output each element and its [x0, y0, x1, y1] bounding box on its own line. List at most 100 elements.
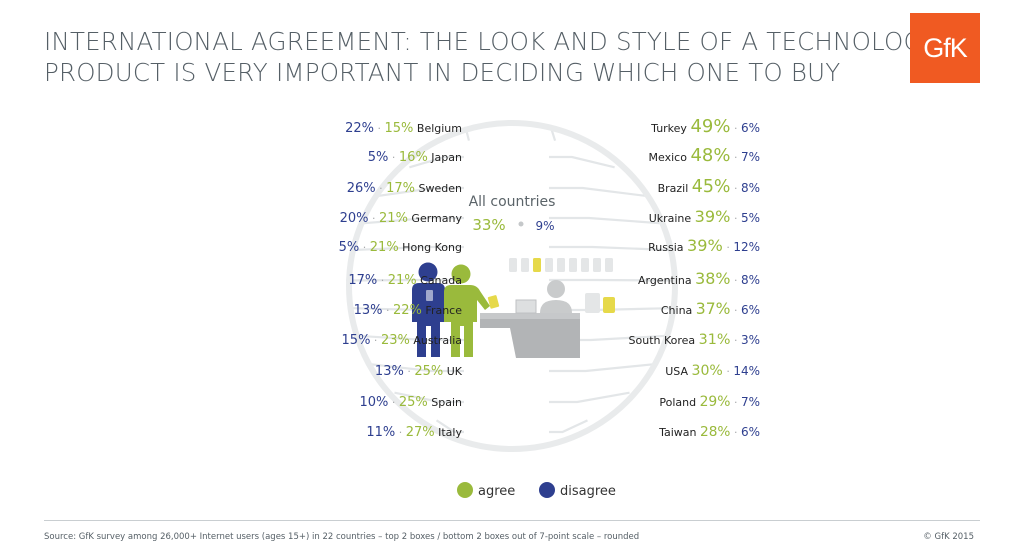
connector-line-ukraine: [549, 216, 664, 225]
all-countries-agree: 33%: [472, 216, 505, 234]
agree-value: 27%: [406, 425, 435, 440]
separator-dot: ·: [369, 212, 380, 225]
disagree-value: 6%: [741, 425, 760, 439]
row-mexico: Mexico 48% · 7%: [649, 145, 760, 166]
disagree-value: 22%: [345, 121, 374, 136]
agree-value: 31%: [699, 332, 731, 348]
disagree-value: 13%: [375, 364, 404, 379]
all-countries-label: All countries: [469, 194, 556, 210]
separator-dot: ·: [730, 426, 741, 439]
row-china: China 37% · 6%: [661, 300, 760, 318]
copyright: © GfK 2015: [923, 532, 974, 542]
country-label: Australia: [410, 334, 462, 347]
separator-dot: ·: [370, 334, 381, 347]
agree-value: 49%: [690, 116, 730, 137]
chart-group: 22% · 15% Belgium 5% · 16% Japan 26% · 17%…: [339, 116, 760, 440]
all-countries-disagree: 9%: [535, 219, 554, 233]
disagree-value: 5%: [368, 150, 389, 165]
country-label: Poland: [659, 396, 699, 409]
separator-dot: ·: [730, 182, 741, 195]
country-label: USA: [665, 365, 691, 378]
agree-value: 38%: [695, 269, 730, 288]
country-label: Russia: [648, 241, 687, 254]
separator-dot: ·: [377, 274, 388, 287]
row-taiwan: Taiwan 28% · 6%: [658, 424, 760, 440]
disagree-value: 11%: [366, 425, 395, 440]
footer-divider: [44, 520, 980, 521]
connector-line-japan: [409, 155, 464, 169]
separator-dot: [518, 221, 524, 227]
disagree-value: 12%: [733, 240, 760, 254]
disagree-value: 17%: [348, 273, 377, 288]
agree-value: 21%: [379, 211, 408, 226]
separator-dot: ·: [383, 304, 394, 317]
country-label: Ukraine: [649, 212, 695, 225]
legend-disagree-label: disagree: [560, 484, 616, 499]
country-label: Canada: [417, 274, 462, 287]
legend-disagree-swatch: [539, 482, 555, 498]
row-canada: 17% · 21% Canada: [348, 273, 462, 288]
disagree-value: 7%: [741, 395, 760, 409]
shopping-illustration: [412, 258, 615, 358]
row-ukraine: Ukraine 39% · 5%: [649, 207, 760, 226]
agree-value: 17%: [386, 181, 415, 196]
separator-dot: ·: [395, 426, 406, 439]
disagree-value: 15%: [342, 333, 371, 348]
agree-value: 30%: [692, 363, 723, 379]
separator-dot: ·: [730, 151, 741, 164]
legend-agree-label: agree: [478, 484, 515, 499]
product-icon: [545, 258, 553, 272]
product-icon: [557, 258, 565, 272]
agree-value: 48%: [690, 145, 730, 166]
product-icon: [581, 258, 589, 272]
agree-value: 39%: [695, 207, 731, 226]
agree-value: 16%: [399, 150, 428, 165]
country-label: China: [661, 304, 696, 317]
separator-dot: ·: [730, 304, 741, 317]
shopper-green-head: [451, 264, 471, 284]
connector-line-brazil: [549, 186, 646, 197]
country-label: Belgium: [413, 122, 462, 135]
separator-dot: ·: [730, 122, 741, 135]
connector-line-uk: [369, 363, 464, 373]
counter-top: [480, 313, 580, 319]
tablet-icon: [487, 295, 500, 309]
shopper-blue-head: [418, 262, 438, 282]
clerk-body: [540, 300, 572, 313]
page-title: INTERNATIONAL AGREEMENT: THE LOOK AND ST…: [44, 26, 936, 88]
separator-dot: ·: [730, 334, 741, 347]
product-icon: [605, 258, 613, 272]
shopper-green-body: [444, 285, 490, 357]
country-label: France: [422, 304, 462, 317]
agree-value: 15%: [385, 121, 414, 136]
product-icon: [569, 258, 577, 272]
laptop-icon: [515, 299, 537, 314]
row-south-korea: South Korea 31% · 3%: [629, 332, 760, 348]
country-label: Spain: [428, 396, 462, 409]
agree-value: 28%: [700, 424, 730, 440]
row-poland: Poland 29% · 7%: [659, 394, 760, 410]
agree-value: 25%: [414, 364, 443, 379]
connector-line-italy: [435, 419, 464, 434]
separator-dot: ·: [376, 182, 387, 195]
separator-dot: ·: [388, 151, 399, 164]
agree-value: 21%: [388, 273, 417, 288]
product-icon: [585, 293, 600, 313]
separator-dot: ·: [730, 274, 741, 287]
separator-dot: ·: [374, 122, 385, 135]
shopper-blue-body: [412, 283, 445, 357]
legend-agree-swatch: [457, 482, 473, 498]
country-label: Turkey: [650, 122, 690, 135]
disagree-value: 7%: [741, 150, 760, 164]
sales-counter: [480, 318, 580, 358]
separator-dot: ·: [388, 396, 399, 409]
disagree-value: 8%: [741, 273, 760, 287]
agree-value: 39%: [687, 236, 723, 255]
country-label: Brazil: [658, 182, 692, 195]
separator-dot: ·: [359, 241, 370, 254]
connector-line-poland: [549, 391, 630, 404]
product-icon: [593, 258, 601, 272]
separator-dot: ·: [723, 365, 734, 378]
country-label: Italy: [435, 426, 463, 439]
